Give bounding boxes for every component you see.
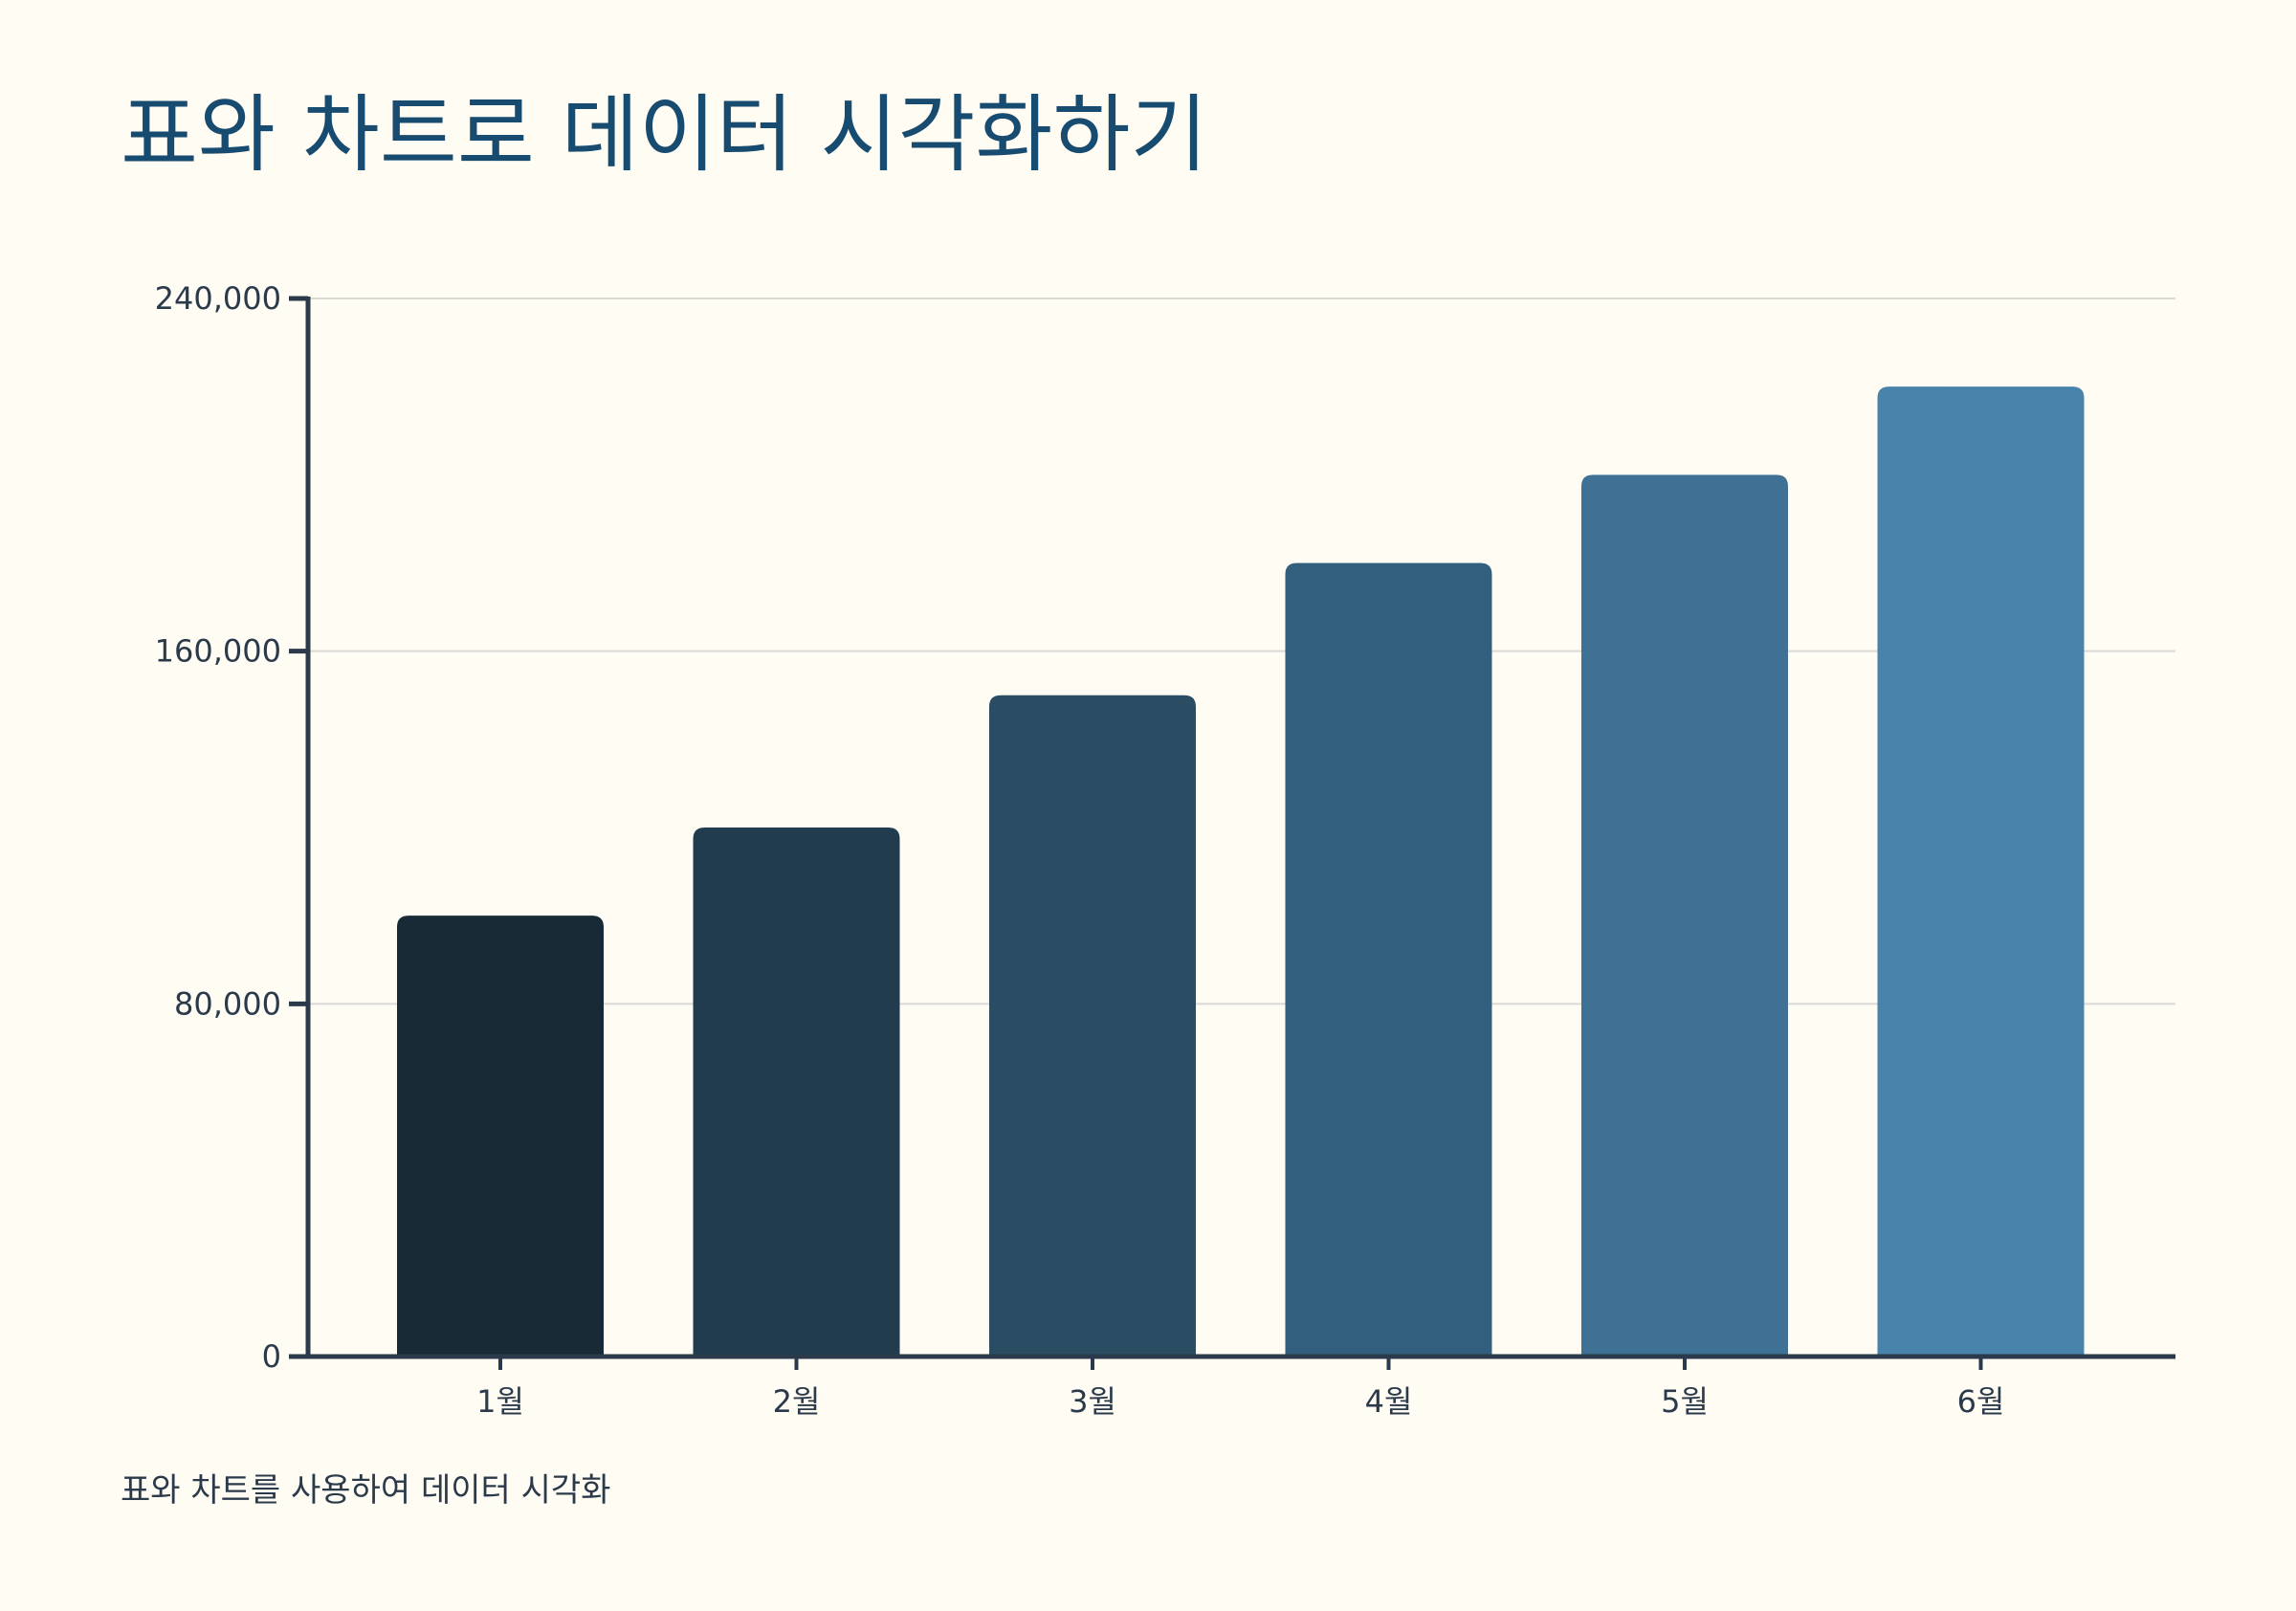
page-title: 표와 차트로 데이터 시각화하기 (121, 85, 1208, 184)
x-tick-label: 3월 (1069, 1383, 1116, 1420)
chart-caption: 표와 차트를 사용하여 데이터 시각화 (121, 1471, 611, 1510)
axis-layer (289, 297, 2175, 1359)
bar-2 (693, 828, 900, 1357)
bar-1 (397, 916, 604, 1357)
x-tick-label: 5월 (1661, 1383, 1709, 1420)
y-tick-label: 0 (262, 1338, 281, 1375)
y-tick-label: 240,000 (155, 280, 281, 317)
grid-layer (308, 298, 2175, 1005)
y-tick-label: 80,000 (174, 985, 281, 1022)
bar-6 (1877, 386, 2085, 1357)
x-tick-label: 2월 (773, 1383, 821, 1420)
x-tick-label: 1월 (476, 1383, 524, 1420)
x-tick-label: 4월 (1365, 1383, 1413, 1420)
bar-5 (1581, 474, 1788, 1357)
bar-layer (397, 386, 2085, 1357)
x-tick-label: 6월 (1957, 1383, 2005, 1420)
bar-3 (989, 695, 1196, 1357)
y-tick-layer: 0 80,000 160,000 240,000 (155, 280, 308, 1375)
bar-4 (1285, 563, 1492, 1357)
y-tick-label: 160,000 (155, 633, 281, 670)
x-tick-layer: 1월 2월 3월 4월 5월 6월 (476, 1357, 2004, 1420)
